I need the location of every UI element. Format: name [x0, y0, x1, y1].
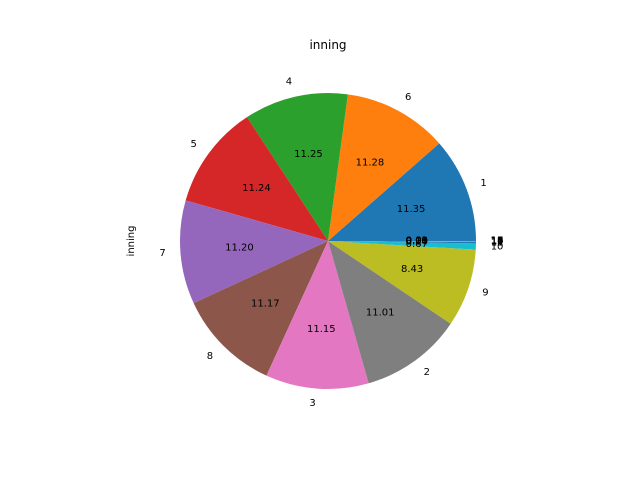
pie-slice-12	[328, 241, 477, 243]
pie-slice-11	[328, 241, 476, 244]
slice-label-6: 6	[405, 92, 411, 103]
slice-percent-7: 11.20	[225, 242, 254, 253]
slice-percent-16: 0.00	[406, 236, 428, 247]
slice-label-2: 2	[424, 367, 430, 378]
pie-percent-labels: 11.35 11.28 11.25 11.24 11.20 11.17 11.15 11.01…	[225, 149, 428, 335]
slice-label-1: 1	[480, 178, 486, 189]
slice-label-15: 15	[491, 236, 504, 247]
pie-slice-8	[193, 241, 328, 376]
pie-slice-4	[246, 93, 348, 241]
chart-title: inning	[309, 38, 346, 52]
slice-label-10: 10	[491, 242, 504, 253]
slice-label-14: 14	[491, 236, 504, 247]
slice-label-11: 11	[491, 237, 504, 248]
slice-percent-1: 11.35	[397, 204, 426, 215]
slice-percent-2: 11.01	[366, 307, 395, 318]
slice-percent-13: 0.03	[406, 236, 428, 247]
slice-label-12: 12	[491, 236, 504, 247]
slice-percent-14: 0.01	[406, 236, 428, 247]
pie-slice-9	[328, 241, 476, 324]
pie-slice-10	[328, 241, 476, 250]
pie-slice-5	[185, 117, 328, 241]
slice-percent-18: 0.00	[406, 236, 428, 247]
slice-label-13: 13	[491, 236, 504, 247]
slice-percent-5: 11.24	[242, 183, 271, 194]
slice-percent-11: 0.14	[406, 237, 428, 248]
slice-label-17: 17	[491, 236, 504, 247]
slice-label-19: 19	[491, 236, 504, 247]
pie-slice-1	[328, 143, 476, 241]
slice-percent-4: 11.25	[294, 149, 323, 160]
slice-percent-3: 11.15	[307, 324, 336, 335]
pie-slice-3	[266, 241, 369, 389]
slice-percent-6: 11.28	[356, 157, 385, 168]
y-axis-label: inning	[126, 226, 137, 257]
slice-label-4: 4	[286, 77, 292, 88]
slice-percent-8: 11.17	[251, 298, 280, 309]
slice-percent-19: 0.00	[406, 236, 428, 247]
slice-percent-10: 0.67	[406, 239, 428, 250]
slice-label-3: 3	[309, 398, 315, 409]
slice-percent-17: 0.00	[406, 236, 428, 247]
pie-slice-6	[328, 94, 440, 241]
slice-percent-15: 0.01	[406, 236, 428, 247]
slice-label-16: 16	[491, 236, 504, 247]
slice-label-8: 8	[207, 351, 213, 362]
pie-slices	[179, 93, 477, 389]
slice-percent-9: 8.43	[401, 264, 423, 275]
slice-label-18: 18	[491, 236, 504, 247]
slice-label-5: 5	[191, 139, 197, 150]
pie-slice-2	[328, 241, 451, 384]
slice-percent-12: 0.06	[406, 236, 428, 247]
slice-label-9: 9	[482, 288, 488, 299]
pie-slice-7	[179, 200, 328, 304]
slice-label-7: 7	[159, 248, 165, 259]
